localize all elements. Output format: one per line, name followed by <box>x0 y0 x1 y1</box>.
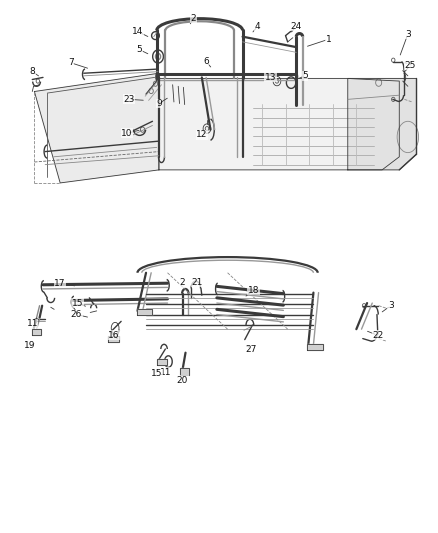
Polygon shape <box>348 78 417 170</box>
Text: 15: 15 <box>151 369 162 378</box>
Text: 18: 18 <box>247 286 259 295</box>
Text: 12: 12 <box>196 131 208 139</box>
Text: 25: 25 <box>404 61 416 70</box>
Text: 21: 21 <box>191 278 202 287</box>
Text: 20: 20 <box>177 376 188 385</box>
Polygon shape <box>137 309 152 314</box>
Text: 27: 27 <box>246 344 257 353</box>
Text: 2: 2 <box>191 14 196 23</box>
Text: 10: 10 <box>121 129 132 138</box>
Text: 5: 5 <box>302 71 308 80</box>
Text: 7: 7 <box>68 58 74 67</box>
Text: 24: 24 <box>291 22 302 31</box>
Text: 5: 5 <box>137 45 142 54</box>
Polygon shape <box>35 73 159 183</box>
Text: 3: 3 <box>405 29 411 38</box>
Text: 1: 1 <box>325 35 331 44</box>
Text: 3: 3 <box>388 301 394 310</box>
Text: 16: 16 <box>108 331 120 340</box>
Polygon shape <box>180 368 189 375</box>
Text: 19: 19 <box>24 342 35 350</box>
Text: 8: 8 <box>29 67 35 76</box>
Text: 11: 11 <box>27 319 38 328</box>
Polygon shape <box>159 78 399 170</box>
Polygon shape <box>32 329 41 335</box>
Text: 15: 15 <box>71 298 83 308</box>
Polygon shape <box>307 344 323 350</box>
Polygon shape <box>157 359 167 365</box>
Text: 9: 9 <box>156 99 162 108</box>
Text: 17: 17 <box>54 279 66 288</box>
Text: 4: 4 <box>255 22 261 31</box>
Text: 26: 26 <box>71 310 82 319</box>
Text: 11: 11 <box>159 368 171 376</box>
Text: 6: 6 <box>203 57 209 66</box>
Text: 13: 13 <box>265 73 276 82</box>
Text: 23: 23 <box>123 95 134 104</box>
Text: 22: 22 <box>372 331 383 340</box>
Text: 14: 14 <box>132 27 143 36</box>
Polygon shape <box>108 336 120 342</box>
Text: 2: 2 <box>180 278 185 287</box>
